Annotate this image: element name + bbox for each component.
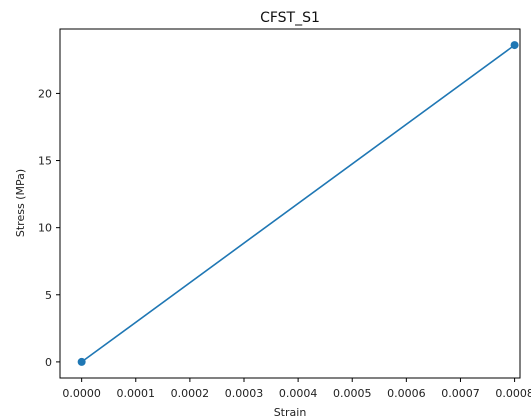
data-point-marker [77, 357, 86, 366]
x-tick-label: 0.0000 [62, 387, 101, 400]
x-tick-label: 0.0001 [117, 387, 156, 400]
plot-area-frame [59, 28, 521, 379]
series-group [77, 41, 519, 366]
x-axis-ticks: 0.0000 0.0001 0.0002 0.0003 0.0004 0.0005 0.00… [62, 378, 531, 400]
x-tick-label: 0.0005 [333, 387, 372, 400]
data-point-marker [510, 41, 519, 50]
chart-title: CFST_S1 [260, 10, 320, 26]
y-tick-label: 0 [45, 356, 52, 369]
y-tick-label: 15 [38, 155, 52, 168]
y-tick-label: 20 [38, 87, 52, 100]
x-tick-label: 0.0002 [171, 387, 210, 400]
x-tick-label: 0.0007 [441, 387, 480, 400]
x-tick-label: 0.0004 [279, 387, 318, 400]
y-axis-label: Stress (MPa) [14, 169, 27, 237]
x-axis-label: Strain [274, 406, 307, 419]
y-tick-label: 10 [38, 222, 52, 235]
y-axis-ticks: 0 5 10 15 20 [38, 87, 60, 369]
x-tick-label: 0.0003 [225, 387, 264, 400]
x-tick-label: 0.0008 [495, 387, 531, 400]
y-tick-label: 5 [45, 289, 52, 302]
x-tick-label: 0.0006 [387, 387, 426, 400]
series-line [81, 44, 516, 363]
